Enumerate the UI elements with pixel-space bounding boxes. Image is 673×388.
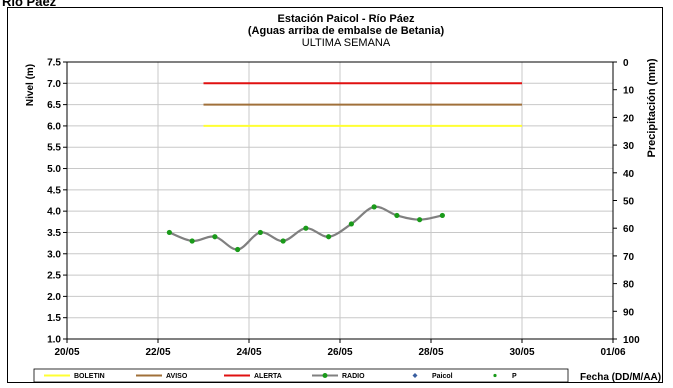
data-point [189, 238, 195, 244]
y2-tick-label: 20 [623, 113, 635, 124]
chart-subtitle: (Aguas arriba de embalse de Betania) [248, 25, 445, 37]
x-tick-label: 26/05 [327, 347, 352, 358]
y-tick-label: 2.0 [47, 292, 61, 303]
data-point [348, 221, 354, 227]
data-point [303, 225, 309, 231]
data-point [166, 229, 172, 236]
legend-marker [322, 373, 328, 378]
x-axis-title: Fecha (DD/M/AA) [580, 372, 661, 383]
legend: BOLETIN AVISO ALERTA RADIO Paicol P [44, 373, 517, 380]
data-point [326, 234, 332, 240]
y2-tick-label: 40 [623, 169, 635, 180]
threshold-lines [203, 82, 522, 127]
y2-tick-label: 90 [623, 307, 635, 318]
y2-tick-label: 10 [623, 86, 635, 97]
y-tick-label: 7.0 [47, 79, 61, 90]
legend-item-aviso: AVISO [136, 373, 188, 380]
data-point [257, 229, 263, 236]
y-tick-label: 2.5 [47, 271, 61, 282]
y2-tick-label: 100 [623, 335, 640, 346]
y-tick-label: 1.5 [47, 313, 61, 324]
x-tick-label: 28/05 [418, 347, 443, 358]
y2-tick-label: 70 [623, 252, 635, 263]
data-point [371, 204, 377, 210]
y-tick-label: 6.5 [47, 100, 61, 111]
y2-tick-label: 0 [623, 58, 629, 69]
y2-tick-label: 30 [623, 141, 635, 152]
y-tick-label: 1.0 [47, 335, 61, 346]
legend-item-boletin: BOLETIN [44, 373, 105, 380]
y-tick-label: 4.5 [47, 185, 61, 196]
chart-period: ULTIMA SEMANA [302, 37, 391, 49]
data-point [417, 217, 423, 223]
series-layer [166, 204, 445, 253]
legend-item-radio: RADIO [312, 373, 365, 380]
data-point [439, 212, 445, 219]
x-tick-label: 24/05 [236, 347, 261, 358]
legend-label: AVISO [166, 373, 188, 380]
y-tick-label: 4.0 [47, 207, 61, 218]
legend-label: Paicol [432, 373, 453, 380]
data-point [235, 246, 241, 253]
legend-box [33, 368, 569, 383]
y2-tick-label: 50 [623, 197, 635, 208]
legend-item-alerta: ALERTA [224, 373, 282, 380]
data-point [394, 212, 400, 219]
y2-tick-label: 60 [623, 224, 635, 235]
y2-tick-label: 80 [623, 280, 635, 291]
y-tick-label: 5.0 [47, 164, 61, 175]
x-tick-label: 20/05 [54, 347, 79, 358]
y-tick-label: 3.0 [47, 249, 61, 260]
legend-item-paicol: Paicol [412, 373, 453, 380]
x-tick-label: 01/06 [600, 347, 625, 358]
grid [66, 61, 614, 340]
legend-marker [412, 373, 418, 378]
top-cut-text: Río Páez [2, 0, 57, 9]
y2-axis-label: Precipitación (mm) [646, 58, 658, 157]
data-point [280, 238, 286, 244]
y-tick-label: 3.5 [47, 228, 61, 239]
chart-frame [7, 7, 663, 383]
legend-item-p: P [493, 373, 517, 380]
x-axis: 20/05 22/05 24/05 26/05 28/05 30/05 01/06 [54, 339, 626, 358]
y-tick-label: 7.5 [47, 58, 61, 69]
data-point [212, 234, 218, 240]
y-axis-left: 1.0 1.5 2.0 2.5 3.0 3.5 4.0 4.5 5.0 5.5 6.0 6.5 7.0 7… [47, 58, 67, 346]
legend-label: BOLETIN [74, 373, 105, 380]
legend-label: RADIO [342, 373, 365, 380]
chart-title: Estación Paicol - Río Páez [278, 13, 415, 25]
x-tick-label: 30/05 [509, 347, 534, 358]
y-axis-label: Nivel (m) [25, 64, 36, 106]
legend-label: P [512, 373, 517, 380]
legend-label: ALERTA [254, 373, 282, 380]
y-axis-right: 0 10 20 30 40 50 60 70 80 90 100 [613, 58, 640, 346]
x-tick-label: 22/05 [145, 347, 170, 358]
y-tick-label: 6.0 [47, 121, 61, 132]
legend-marker [493, 373, 497, 378]
y-tick-label: 5.5 [47, 143, 61, 154]
